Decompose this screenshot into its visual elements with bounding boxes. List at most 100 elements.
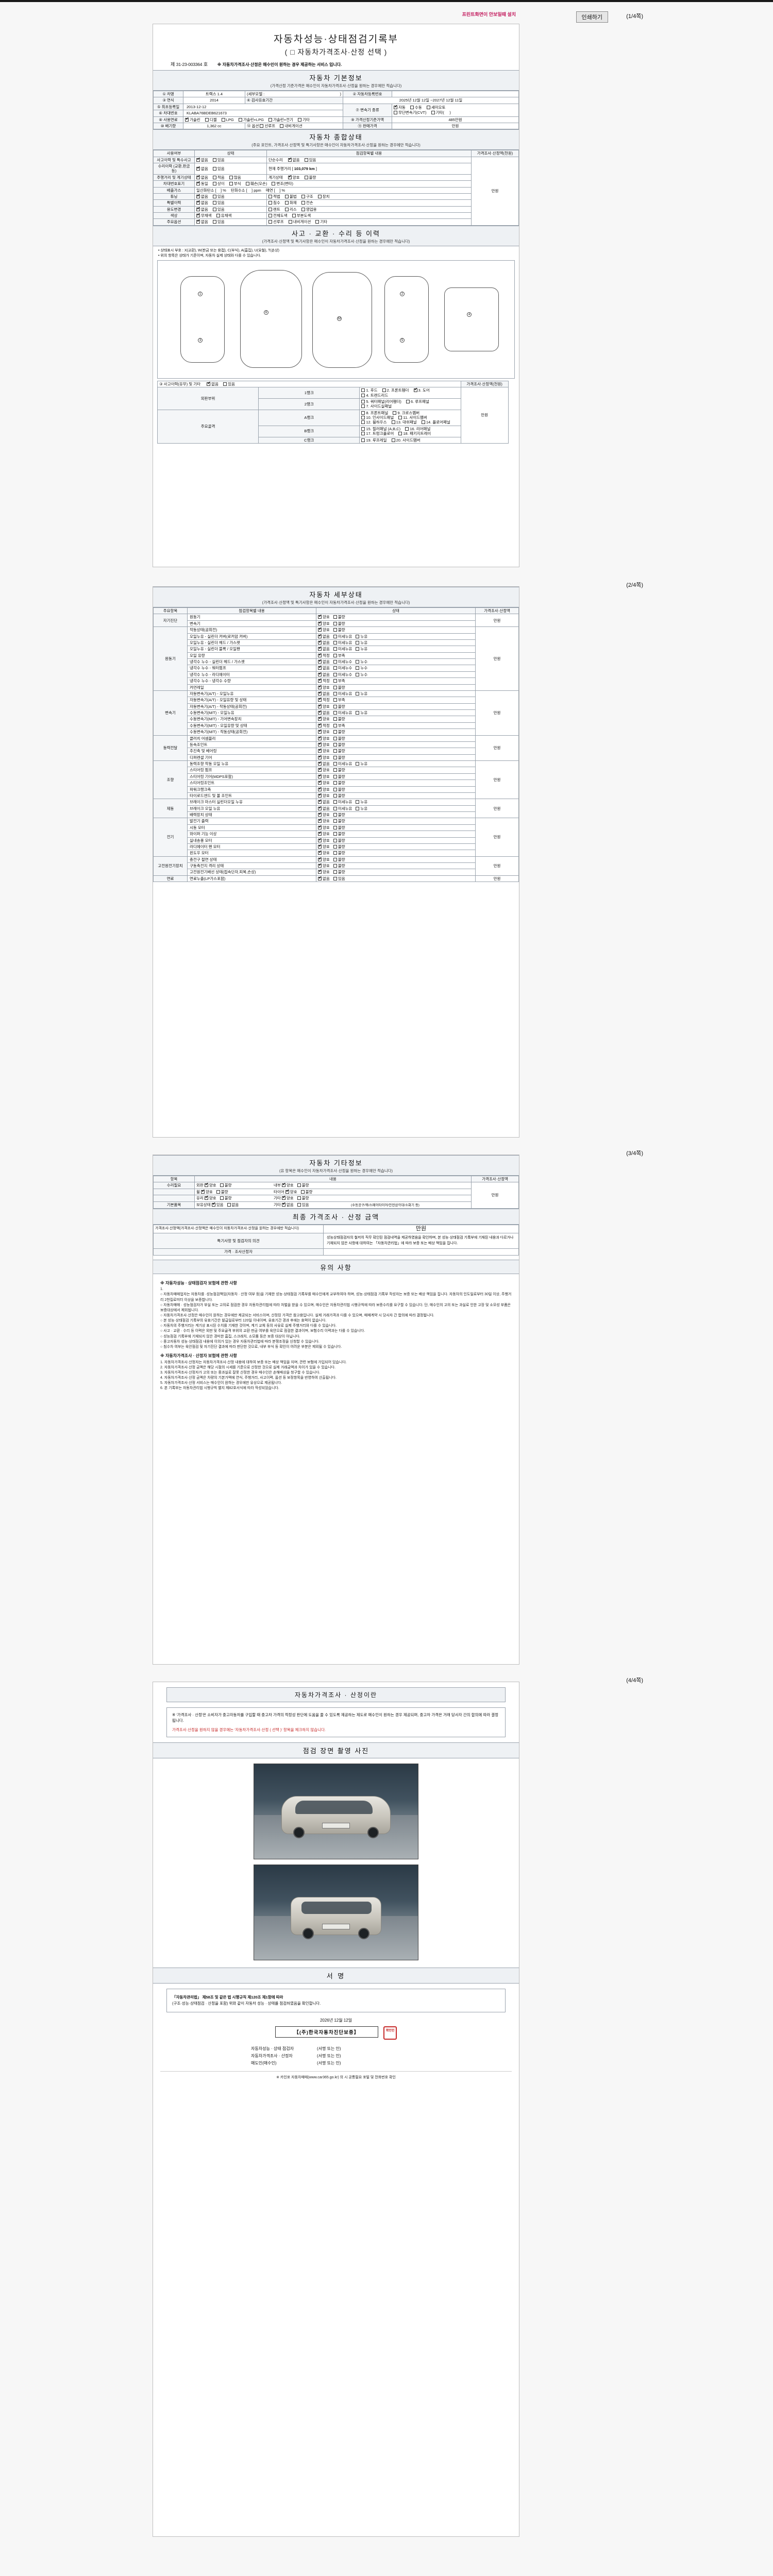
- checkbox-icon[interactable]: [333, 762, 337, 766]
- checkbox-icon[interactable]: [268, 220, 272, 224]
- checkbox-icon[interactable]: [361, 411, 365, 415]
- checkbox-icon[interactable]: [318, 742, 322, 747]
- checkbox-icon[interactable]: [185, 117, 189, 122]
- option-누유[interactable]: 누유: [356, 691, 367, 696]
- checkbox-icon[interactable]: [361, 438, 365, 442]
- option-양호[interactable]: 양호: [281, 1182, 294, 1188]
- print-button[interactable]: 인쇄하기: [576, 11, 608, 23]
- checkbox-icon[interactable]: [333, 653, 337, 657]
- checkbox-icon[interactable]: [229, 182, 233, 186]
- checkbox-icon[interactable]: [212, 220, 216, 224]
- checkbox-icon[interactable]: [196, 194, 200, 198]
- checkbox-icon[interactable]: [333, 864, 337, 868]
- option-양호[interactable]: 양호: [204, 1182, 216, 1188]
- option-불량[interactable]: 불량: [333, 755, 345, 760]
- checkbox-icon[interactable]: [333, 781, 337, 785]
- option-불량[interactable]: 불량: [333, 704, 345, 709]
- checkbox-icon[interactable]: [318, 678, 322, 683]
- option-없음[interactable]: 없음: [318, 691, 330, 696]
- checkbox-icon[interactable]: [318, 761, 322, 766]
- option-불량[interactable]: 불량: [333, 742, 345, 747]
- option-미세누수[interactable]: 미세누수: [333, 666, 352, 670]
- checkbox-icon[interactable]: [333, 621, 337, 625]
- checkbox-icon[interactable]: [301, 201, 305, 205]
- checkbox-icon[interactable]: [398, 432, 402, 436]
- checkbox-icon[interactable]: [318, 869, 322, 874]
- checkbox-icon[interactable]: [333, 736, 337, 740]
- checkbox-icon[interactable]: [333, 768, 337, 772]
- checkbox-icon[interactable]: [391, 438, 395, 442]
- checkbox-icon[interactable]: [212, 175, 216, 179]
- option-없음[interactable]: 없음: [318, 640, 330, 645]
- checkbox-icon[interactable]: [333, 851, 337, 855]
- checkbox-icon[interactable]: [201, 1189, 205, 1194]
- inspection-photo-front[interactable]: [254, 1763, 418, 1859]
- checkbox-icon[interactable]: [318, 640, 322, 645]
- option-없음[interactable]: 없음: [281, 1202, 294, 1207]
- checkbox-icon[interactable]: [356, 691, 360, 696]
- option-양호[interactable]: 양호: [281, 1195, 294, 1200]
- checkbox-icon[interactable]: [284, 194, 289, 198]
- option-양호[interactable]: 양호: [318, 850, 330, 855]
- checkbox-icon[interactable]: [315, 220, 320, 224]
- option-양호[interactable]: 양호: [318, 704, 330, 709]
- option-양호[interactable]: 양호: [318, 818, 330, 823]
- option-양호[interactable]: 양호: [201, 1189, 213, 1194]
- checkbox-icon[interactable]: [406, 399, 410, 403]
- checkbox-icon[interactable]: [333, 793, 337, 798]
- checkbox-icon[interactable]: [212, 182, 216, 186]
- trans-option-manual[interactable]: 수동: [410, 105, 422, 110]
- checkbox-icon[interactable]: [229, 175, 233, 179]
- option-양호[interactable]: 양호: [318, 627, 330, 632]
- trans-option-other[interactable]: 기타( ): [431, 110, 451, 115]
- option-양호[interactable]: 양호: [318, 787, 330, 792]
- checkbox-icon[interactable]: [356, 711, 360, 715]
- option-없음[interactable]: 없음: [318, 646, 330, 651]
- checkbox-icon[interactable]: [318, 844, 322, 849]
- checkbox-icon[interactable]: [333, 819, 337, 823]
- option-미세누유[interactable]: 미세누유: [333, 691, 352, 696]
- trans-option-semi[interactable]: 세미오토: [426, 105, 445, 110]
- checkbox-icon[interactable]: [333, 704, 337, 708]
- checkbox-icon[interactable]: [260, 124, 264, 128]
- checkbox-icon[interactable]: [318, 818, 322, 823]
- signature-line[interactable]: (서명 또는 인): [317, 2053, 341, 2058]
- checkbox-icon[interactable]: [318, 646, 322, 651]
- option-미세누유[interactable]: 미세누유: [333, 634, 352, 639]
- checkbox-icon[interactable]: [333, 825, 337, 829]
- checkbox-icon[interactable]: [382, 388, 386, 393]
- checkbox-icon[interactable]: [333, 755, 337, 759]
- checkbox-icon[interactable]: [212, 207, 216, 211]
- option-불량[interactable]: 불량: [333, 781, 345, 785]
- checkbox-icon[interactable]: [211, 1202, 215, 1207]
- signature-line[interactable]: (서명 또는 인): [317, 2046, 341, 2051]
- option-양호[interactable]: 양호: [318, 863, 330, 868]
- option-불량[interactable]: 불량: [333, 863, 345, 868]
- checkbox-icon[interactable]: [297, 1202, 301, 1207]
- checkbox-icon[interactable]: [333, 647, 337, 651]
- option-불량[interactable]: 불량: [333, 717, 345, 721]
- checkbox-icon[interactable]: [268, 117, 272, 122]
- checkbox-icon[interactable]: [333, 832, 337, 836]
- checkbox-icon[interactable]: [361, 427, 365, 431]
- option-누유[interactable]: 누유: [356, 710, 367, 715]
- checkbox-icon[interactable]: [238, 117, 242, 122]
- checkbox-icon[interactable]: [333, 685, 337, 689]
- checkbox-icon[interactable]: [205, 117, 209, 122]
- fuel-option-other[interactable]: 기타: [297, 117, 310, 122]
- checkbox-icon[interactable]: [318, 627, 322, 632]
- checkbox-icon[interactable]: [268, 194, 272, 198]
- option-양호[interactable]: 양호: [318, 780, 330, 785]
- option-없음[interactable]: 없음: [318, 710, 330, 715]
- point-marker[interactable]: 4: [467, 312, 472, 317]
- checkbox-icon[interactable]: [318, 857, 322, 861]
- option-적정[interactable]: 적정: [318, 723, 330, 728]
- option-적정[interactable]: 적정: [318, 678, 330, 683]
- checkbox-icon[interactable]: [297, 1196, 301, 1200]
- fuel-option-hybrid[interactable]: 가솔린+전기: [268, 117, 293, 122]
- option-누수[interactable]: 누수: [356, 659, 367, 664]
- checkbox-icon[interactable]: [361, 416, 365, 419]
- option-불량[interactable]: 불량: [333, 825, 345, 830]
- option-불량[interactable]: 불량: [300, 1190, 312, 1194]
- checkbox-icon[interactable]: [297, 117, 301, 122]
